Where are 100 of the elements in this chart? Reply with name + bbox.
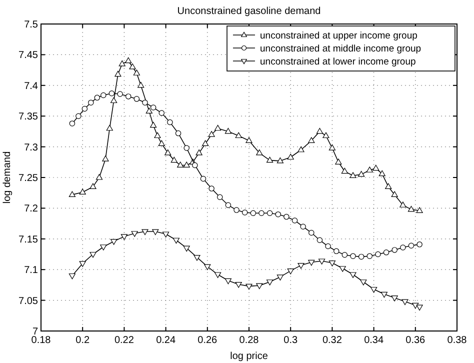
y-tick-label: 7.35 <box>18 112 38 123</box>
point <box>300 224 306 230</box>
point <box>375 251 381 258</box>
y-tick-label: 7.1 <box>24 265 38 276</box>
point <box>134 96 140 102</box>
point <box>133 70 140 76</box>
point <box>246 137 252 143</box>
point <box>76 113 82 119</box>
point <box>246 284 252 290</box>
point <box>150 104 156 110</box>
point <box>385 183 392 190</box>
x-tick-label: 0.26 <box>198 335 218 346</box>
point <box>208 186 214 192</box>
point <box>318 258 326 265</box>
point <box>138 82 144 88</box>
legend-label: unconstrained at middle income group <box>260 44 422 54</box>
point <box>325 243 331 250</box>
point <box>366 166 373 172</box>
point <box>339 266 346 272</box>
point <box>298 263 304 269</box>
legend-label: unconstrained at lower income group <box>260 56 416 68</box>
point <box>146 108 152 114</box>
point <box>172 238 180 244</box>
point <box>131 231 138 237</box>
y-axis-title: log demand <box>2 151 13 204</box>
point <box>350 272 356 278</box>
point <box>88 100 94 106</box>
point <box>234 207 240 213</box>
point <box>100 244 107 250</box>
point <box>177 162 184 168</box>
y-tick-label: 7.15 <box>18 234 38 246</box>
point <box>202 140 209 146</box>
chart-title: Unconstrained gasoline demand <box>177 6 321 17</box>
point <box>372 164 380 171</box>
point <box>214 272 222 278</box>
x-tick-label: 0.2 <box>76 335 90 346</box>
point <box>287 268 294 274</box>
y-tick-label: 7 <box>32 326 38 338</box>
point <box>402 299 408 306</box>
point <box>183 162 190 168</box>
point <box>114 70 122 77</box>
point <box>118 60 126 66</box>
point <box>224 278 232 284</box>
x-tick-label: 0.32 <box>322 335 342 346</box>
point <box>328 144 336 150</box>
point <box>110 239 118 245</box>
point <box>276 274 284 280</box>
x-tick-label: 0.34 <box>364 335 384 346</box>
point <box>158 140 165 146</box>
point <box>102 156 109 162</box>
point <box>154 132 161 138</box>
point <box>100 92 106 98</box>
point <box>79 261 86 267</box>
point <box>370 286 378 293</box>
point <box>142 229 148 236</box>
point <box>235 132 242 138</box>
point <box>256 149 263 156</box>
point <box>217 194 223 200</box>
point <box>391 191 398 197</box>
y-tick-label: 7.05 <box>18 296 38 307</box>
point <box>380 292 388 298</box>
point <box>192 162 198 168</box>
point <box>158 110 165 116</box>
point <box>68 273 76 280</box>
point <box>200 176 206 182</box>
point <box>408 242 414 249</box>
point <box>358 254 364 260</box>
point <box>142 100 148 106</box>
point <box>400 202 406 208</box>
point <box>284 214 290 220</box>
point <box>106 124 113 131</box>
point <box>250 210 256 216</box>
point <box>79 188 86 195</box>
point <box>391 296 398 302</box>
point <box>400 244 406 250</box>
point <box>164 149 172 156</box>
point <box>416 207 423 213</box>
point <box>170 156 178 163</box>
point <box>358 170 365 177</box>
point <box>266 210 273 216</box>
point <box>256 283 263 290</box>
point <box>275 211 281 218</box>
point <box>117 91 123 97</box>
point <box>125 94 132 100</box>
point <box>316 237 323 243</box>
point <box>258 210 264 216</box>
point <box>276 157 284 164</box>
point <box>110 97 118 104</box>
point <box>94 94 100 101</box>
point <box>235 282 242 288</box>
point <box>150 122 157 128</box>
point <box>69 120 76 126</box>
point <box>383 250 390 256</box>
point <box>225 202 232 208</box>
point <box>335 158 342 164</box>
point <box>408 206 415 212</box>
point <box>328 260 336 266</box>
point <box>392 247 398 253</box>
point <box>366 253 373 259</box>
point <box>350 253 356 259</box>
